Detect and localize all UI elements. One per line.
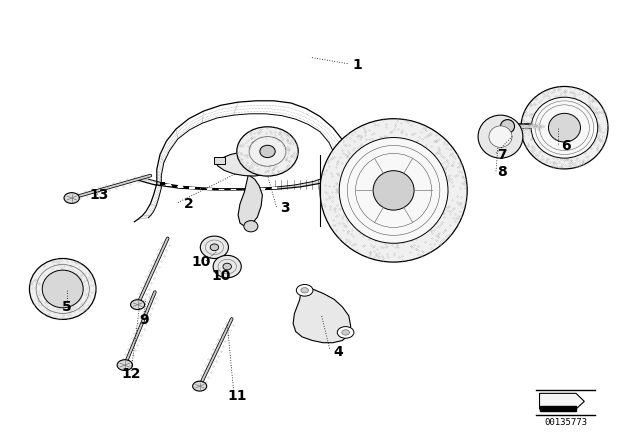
Circle shape bbox=[296, 284, 313, 296]
Bar bbox=[540, 406, 576, 411]
Polygon shape bbox=[160, 182, 165, 185]
Circle shape bbox=[342, 330, 349, 335]
Polygon shape bbox=[184, 186, 189, 188]
Circle shape bbox=[117, 360, 132, 370]
Ellipse shape bbox=[237, 127, 298, 176]
Ellipse shape bbox=[373, 171, 414, 210]
Polygon shape bbox=[201, 188, 206, 190]
Polygon shape bbox=[272, 187, 277, 189]
Polygon shape bbox=[237, 189, 242, 190]
Text: 1: 1 bbox=[352, 58, 362, 72]
Ellipse shape bbox=[223, 263, 232, 270]
Circle shape bbox=[64, 193, 79, 203]
Text: 8: 8 bbox=[497, 165, 508, 180]
Polygon shape bbox=[225, 189, 230, 190]
Text: 5: 5 bbox=[62, 300, 72, 314]
Polygon shape bbox=[214, 157, 225, 164]
Polygon shape bbox=[231, 189, 236, 190]
Text: 12: 12 bbox=[122, 367, 141, 381]
Polygon shape bbox=[207, 188, 212, 190]
Ellipse shape bbox=[320, 119, 467, 262]
Polygon shape bbox=[216, 151, 276, 176]
Text: 6: 6 bbox=[561, 138, 572, 153]
Ellipse shape bbox=[244, 221, 258, 232]
Ellipse shape bbox=[260, 145, 275, 158]
Text: 7: 7 bbox=[497, 147, 508, 162]
Circle shape bbox=[193, 381, 207, 391]
Ellipse shape bbox=[548, 113, 580, 142]
Polygon shape bbox=[189, 187, 195, 189]
Circle shape bbox=[131, 300, 145, 310]
Polygon shape bbox=[172, 185, 177, 187]
Circle shape bbox=[301, 288, 308, 293]
Ellipse shape bbox=[531, 97, 598, 158]
Polygon shape bbox=[248, 189, 253, 190]
Ellipse shape bbox=[521, 86, 608, 169]
Ellipse shape bbox=[42, 270, 83, 308]
Polygon shape bbox=[540, 393, 584, 409]
Text: 13: 13 bbox=[90, 188, 109, 202]
Polygon shape bbox=[178, 185, 183, 188]
Text: 9: 9 bbox=[139, 313, 149, 327]
Polygon shape bbox=[243, 189, 248, 190]
Polygon shape bbox=[254, 188, 259, 190]
Ellipse shape bbox=[489, 126, 512, 147]
Text: 3: 3 bbox=[280, 201, 290, 215]
Circle shape bbox=[337, 327, 354, 338]
Polygon shape bbox=[166, 184, 171, 186]
Polygon shape bbox=[195, 187, 200, 189]
Polygon shape bbox=[219, 189, 224, 190]
Text: 4: 4 bbox=[333, 345, 343, 359]
Text: 10: 10 bbox=[211, 268, 230, 283]
Polygon shape bbox=[260, 188, 266, 190]
Text: 10: 10 bbox=[192, 255, 211, 269]
Ellipse shape bbox=[339, 138, 448, 243]
Ellipse shape bbox=[478, 115, 523, 158]
Ellipse shape bbox=[29, 258, 96, 319]
Polygon shape bbox=[266, 188, 271, 190]
Polygon shape bbox=[293, 286, 351, 343]
Ellipse shape bbox=[213, 255, 241, 278]
Ellipse shape bbox=[500, 120, 515, 133]
Text: 11: 11 bbox=[227, 389, 246, 404]
Text: 2: 2 bbox=[184, 197, 194, 211]
Text: 00135773: 00135773 bbox=[544, 418, 588, 426]
Ellipse shape bbox=[200, 236, 228, 258]
Polygon shape bbox=[213, 188, 218, 190]
Ellipse shape bbox=[210, 244, 219, 251]
Polygon shape bbox=[238, 175, 262, 226]
